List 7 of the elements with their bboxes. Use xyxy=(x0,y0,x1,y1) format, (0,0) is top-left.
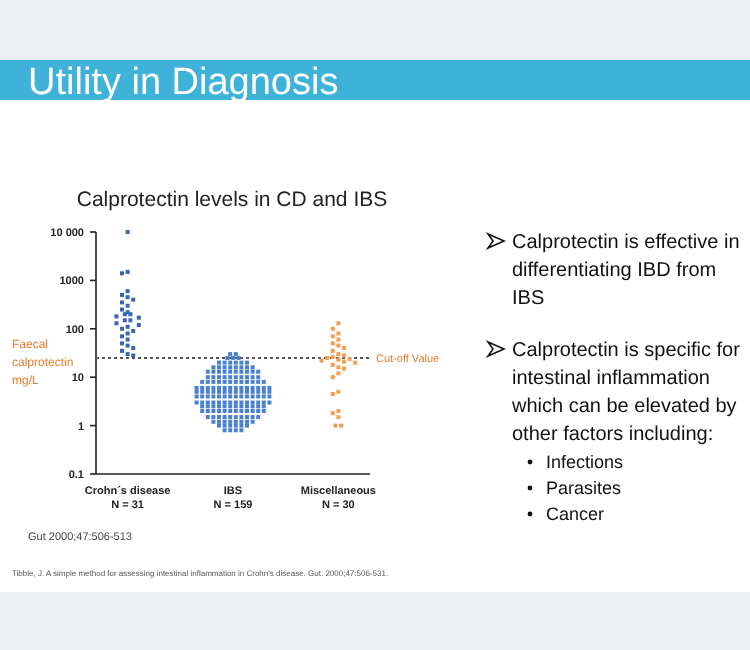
chart-title: Calprotectin levels in CD and IBS xyxy=(76,188,388,212)
text: Infections xyxy=(546,452,625,472)
text: Parasites xyxy=(546,478,623,498)
text: Utility in Diagnosis xyxy=(28,62,339,104)
text: Cancer xyxy=(546,504,605,524)
text: Calprotectin is specific for intestinal inflammation which can be elevated by other factors including: xyxy=(510,340,742,446)
text: Calprotectin is effective in differentiating IBD from IBS xyxy=(512,232,740,310)
